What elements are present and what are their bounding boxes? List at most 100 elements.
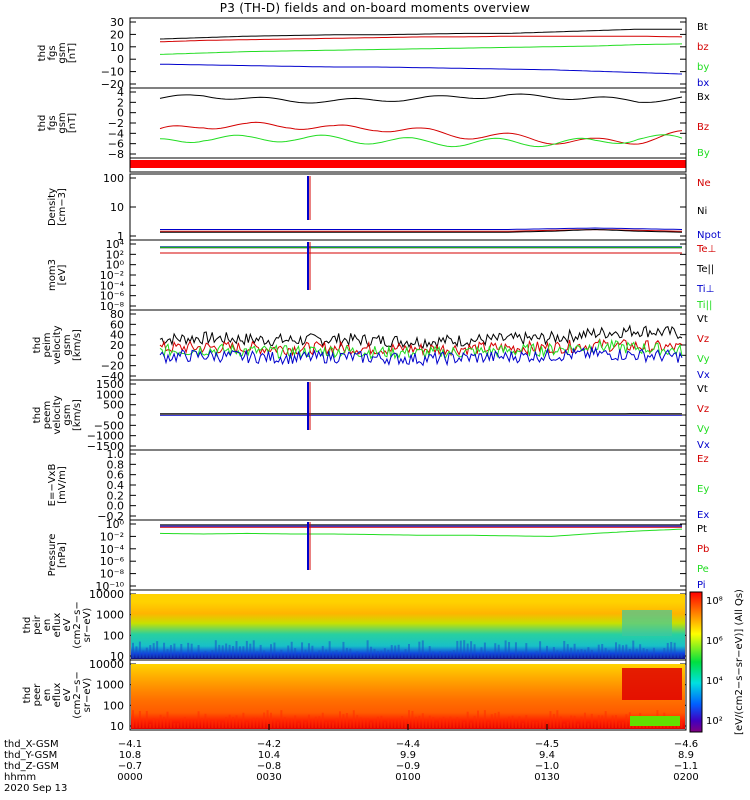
spectrogram-streak [283, 653, 286, 658]
spectrogram-streak [518, 651, 521, 658]
y-tick-label: 0.6 [107, 469, 125, 482]
spectrogram-streak [373, 648, 376, 658]
spectrogram-streak [432, 717, 435, 728]
legend-item: Pe [697, 564, 709, 575]
spectrogram-streak [183, 716, 186, 728]
spectrogram-streak [276, 721, 279, 728]
spectrogram-streak [287, 645, 290, 658]
spectrogram-streak [207, 718, 210, 728]
spectrogram-streak [145, 647, 148, 658]
spectrogram-streak [615, 715, 617, 728]
spectrogram-streak [342, 714, 345, 728]
spectrogram-streak [283, 717, 286, 728]
spectrogram-streak [618, 644, 621, 658]
spectrogram-streak [656, 653, 659, 658]
y-tick-label: 10⁻² [100, 269, 124, 282]
y-tick-label: 0.2 [107, 489, 125, 502]
spectrogram-streak [156, 641, 159, 658]
spectrogram-streak [408, 710, 410, 728]
spectrogram-streak [511, 653, 514, 658]
spectrogram-streak [376, 716, 379, 728]
legend-item: Vz [697, 404, 709, 415]
spectrogram-streak [273, 642, 276, 658]
chart-title: P3 (TH-D) fields and on-board moments ov… [219, 1, 531, 15]
x-axis: thd_X-GSM −4.1 −4.2 −4.4 −4.5 −4.6 thd_Y-GSM 10… [4, 724, 699, 794]
spectrogram-streak [449, 651, 452, 658]
x-axis-value: −1.0 [535, 761, 559, 772]
spectrogram-streak [397, 718, 400, 728]
spectrogram-streak [280, 710, 283, 728]
spectrogram-streak [608, 721, 611, 728]
spectrogram-streak [173, 723, 176, 728]
y-axis-label: mom3 [47, 259, 58, 291]
spectrogram-streak [173, 643, 176, 658]
series-line [159, 28, 682, 40]
y-tick-label: 10 [110, 41, 124, 54]
x-axis-row-label: thd_Y-GSM [4, 750, 57, 761]
legend-item: By [697, 148, 710, 159]
spectrogram-streak [169, 645, 172, 658]
spectrogram-streak [259, 644, 262, 658]
legend-item: Vt [697, 384, 708, 395]
y-tick-label: 0.0 [107, 500, 125, 513]
spectrogram-streak [494, 643, 497, 658]
spectrogram-streak [663, 647, 666, 658]
y-tick-label: 1000 [96, 609, 124, 622]
spectrogram-streak [242, 646, 245, 658]
y-axis-label: gsm [62, 334, 73, 355]
legend-item: Ni [697, 206, 707, 217]
spectrogram-streak [439, 717, 442, 728]
spectrogram-streak [497, 711, 500, 728]
y-tick-label: 100 [103, 699, 124, 712]
y-axis-label: Density [47, 188, 58, 226]
spectrogram-streak [532, 653, 535, 658]
legend-item: Bx [697, 92, 710, 103]
y-axis-label: [nT] [67, 113, 78, 133]
spectrogram-streak [152, 718, 155, 728]
spectrogram-streak [352, 710, 355, 728]
spectrogram-streak [477, 710, 479, 728]
spectrogram-streak [345, 647, 348, 658]
spectrogram-streak [359, 653, 362, 658]
spectrogram-streak [445, 718, 448, 728]
y-tick-label: 1500 [96, 378, 124, 391]
spectrogram-streak [421, 713, 424, 728]
colorbar-label: [eV/(cm2−s−sr−eV)] (All Qs) [734, 589, 745, 735]
spectrogram-streak [276, 652, 279, 658]
spectrogram-streak [435, 722, 438, 728]
y-axis-label: fgs [47, 115, 58, 130]
spectrogram-patch [622, 668, 682, 700]
x-axis-row-label: thd_X-GSM [4, 739, 59, 750]
legend-item: Vy [697, 354, 710, 365]
spectrogram-streak [670, 641, 673, 658]
spectrogram-streak [152, 643, 155, 658]
spectrogram-streak [259, 718, 262, 728]
y-tick-label: 0 [117, 409, 124, 422]
legend-item: Vx [697, 440, 710, 451]
y-axis-label: eflux [52, 613, 63, 638]
spectrogram-streak [521, 722, 524, 728]
spectrogram-streak [256, 651, 259, 658]
y-axis-label: fgs [47, 45, 58, 60]
spectrogram-streak [501, 652, 504, 658]
spectrogram-streak [321, 645, 324, 658]
spectrogram-streak [339, 651, 341, 658]
spectrogram-streak [556, 710, 559, 728]
spectrogram-streak [549, 651, 552, 658]
y-tick-label: 10² [106, 248, 124, 261]
spectrogram-streak [459, 720, 462, 728]
spectrogram-streak [608, 650, 611, 658]
spectrogram-streak [218, 721, 221, 728]
spectrogram-streak [225, 717, 228, 728]
spectrogram-streak [356, 714, 359, 728]
spectrogram-streak [266, 652, 269, 658]
spectrogram-streak [290, 718, 293, 728]
spectrogram-streak [432, 651, 435, 658]
spectrogram-streak [563, 723, 566, 728]
spectrogram-streak [238, 720, 241, 728]
spectrogram-streak [487, 651, 490, 658]
legend-item: Pt [697, 524, 707, 535]
colorbar-tick: 10⁴ [706, 676, 723, 687]
